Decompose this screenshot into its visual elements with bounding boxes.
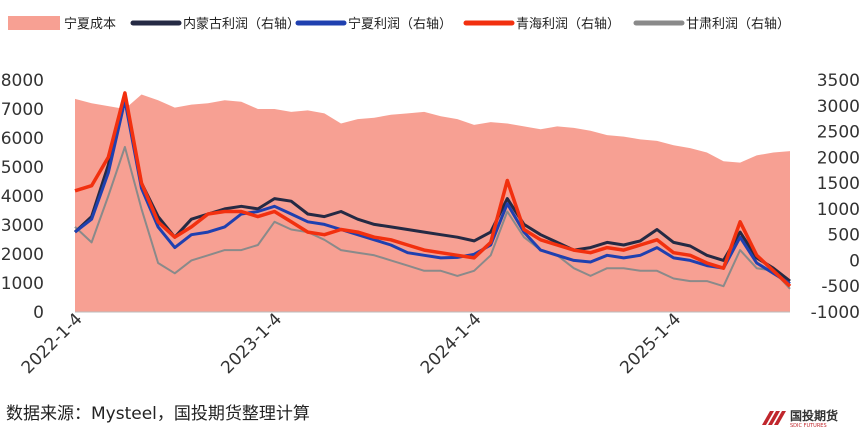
series-area-ningxia-cost — [75, 94, 790, 312]
profit-lines-layer — [73, 91, 792, 290]
right-tick-6: 2000 — [817, 148, 860, 168]
cost-area-layer — [75, 94, 790, 312]
series-line-4 — [74, 146, 791, 290]
source-note: 数据来源：Mysteel，国投期货整理计算 — [6, 404, 310, 424]
right-tick-5: 1500 — [817, 174, 860, 194]
right-tick-4: 1000 — [817, 200, 860, 220]
legend-label-0: 宁夏成本 — [64, 16, 116, 32]
left-tick-6: 6000 — [1, 129, 44, 149]
logo-title: 国投期货 — [790, 408, 838, 423]
left-tick-0: 0 — [33, 303, 44, 323]
left-tick-3: 3000 — [1, 216, 44, 236]
left-tick-8: 8000 — [1, 71, 44, 91]
legend-label-4: 甘肃利润（右轴） — [686, 17, 790, 32]
left-tick-1: 1000 — [1, 274, 44, 294]
legend: 宁夏成本 内蒙古利润（右轴） 宁夏利润（右轴） 青海利润（右轴） 甘肃利润（右轴） — [8, 16, 790, 32]
left-tick-4: 4000 — [1, 187, 44, 207]
right-axis: -1000 -500 0 500 1000 1500 2000 2500 3000 3500 — [811, 71, 860, 323]
x-tick-0: 2022-1-4 — [18, 309, 87, 378]
series-line-3 — [74, 91, 792, 288]
x-tick-2: 2024-1-4 — [417, 309, 486, 378]
series-line-2 — [74, 99, 791, 285]
legend-label-3: 青海利润（右轴） — [516, 17, 620, 32]
x-tick-1: 2023-1-4 — [217, 309, 286, 378]
right-tick-9: 3500 — [817, 71, 860, 91]
legend-swatch-0 — [8, 16, 60, 30]
right-tick-1: -500 — [821, 277, 860, 297]
left-tick-7: 7000 — [1, 100, 44, 120]
left-tick-2: 2000 — [1, 245, 44, 265]
right-tick-7: 2500 — [817, 123, 860, 143]
logo-mark-icon — [762, 411, 786, 425]
right-tick-8: 3000 — [817, 97, 860, 117]
right-tick-3: 500 — [828, 226, 860, 246]
left-axis: 0 1000 2000 3000 4000 5000 6000 7000 8000 — [1, 71, 44, 323]
legend-label-2: 宁夏利润（右轴） — [348, 16, 452, 32]
right-tick-2: 0 — [849, 251, 860, 271]
x-axis: 2022-1-4 2023-1-4 2024-1-4 2025-1-4 — [18, 309, 685, 378]
right-tick-0: -1000 — [811, 303, 860, 323]
sdic-logo: 国投期货 SDIC FUTURES — [762, 408, 838, 429]
x-tick-3: 2025-1-4 — [616, 309, 685, 378]
left-tick-5: 5000 — [1, 158, 44, 178]
logo-subtitle: SDIC FUTURES — [790, 423, 827, 429]
series-line-1 — [73, 94, 791, 283]
legend-label-1: 内蒙古利润（右轴） — [183, 16, 300, 32]
